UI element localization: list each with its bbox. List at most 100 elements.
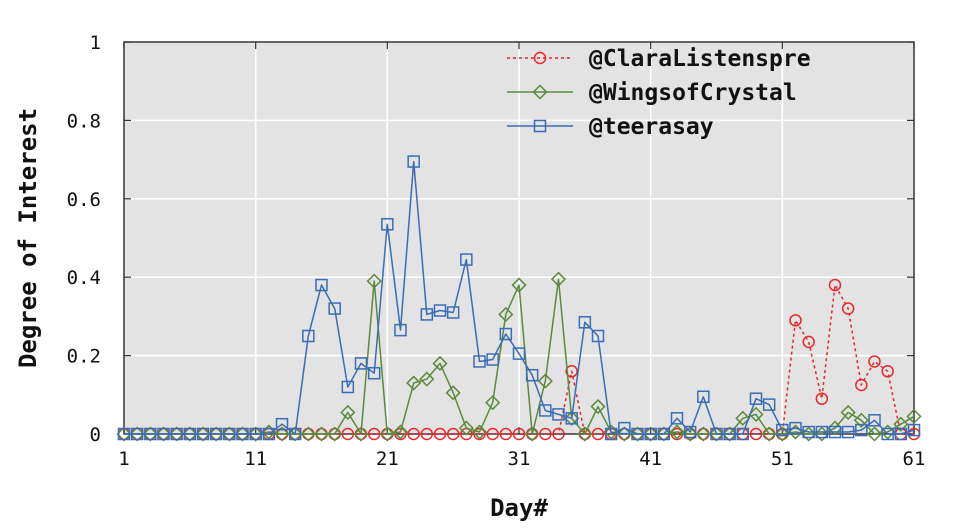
series-3-point <box>117 427 131 441</box>
series-3-point <box>486 353 499 366</box>
x-tick-label: 21 <box>376 448 399 470</box>
series-3-point <box>841 425 855 439</box>
y-axis-title: Degree of Interest <box>14 108 42 368</box>
series-3-point <box>236 427 249 441</box>
series-3-point <box>525 368 539 382</box>
series-1-point <box>749 427 763 441</box>
series-1-point <box>789 314 802 327</box>
series-2-point <box>300 426 316 442</box>
series-3-point <box>762 398 776 411</box>
x-tick-label: 11 <box>244 448 267 470</box>
series-1-point <box>433 427 447 441</box>
series-1-point <box>499 427 513 441</box>
series-2-point <box>735 410 751 426</box>
series-1-point <box>828 278 842 292</box>
series-3-point <box>552 408 565 421</box>
series-1-point <box>841 302 855 315</box>
series-1-point <box>881 365 894 378</box>
series-2-point <box>524 426 540 442</box>
series-2-point <box>274 426 290 442</box>
series-2-point <box>485 395 501 411</box>
y-tick-label: 0 <box>90 424 101 446</box>
series-2-point <box>287 426 303 442</box>
series-3-point <box>539 404 552 417</box>
series-2-point <box>195 426 211 442</box>
series-3-point <box>394 323 407 337</box>
series-1-point <box>341 427 355 441</box>
series-3-point <box>381 218 394 231</box>
series-2-point <box>327 426 343 442</box>
series-1-point <box>815 392 829 405</box>
series-3-point <box>460 253 473 266</box>
series-2-point <box>616 426 632 442</box>
series-3-point <box>275 417 289 431</box>
series-3-point <box>565 412 578 425</box>
series-3-point <box>446 306 460 319</box>
series-2-point <box>129 426 145 442</box>
series-2-point <box>353 426 369 442</box>
series-3-point <box>855 423 868 437</box>
series-1-point <box>446 427 460 441</box>
legend-marker-1 <box>533 51 547 65</box>
series-1-point <box>367 427 381 441</box>
series-1-point <box>802 335 815 349</box>
series-2-point <box>445 385 461 401</box>
series-1-point <box>407 427 420 441</box>
series-3-point <box>670 412 684 425</box>
series-2-point <box>221 426 237 442</box>
series-2-point <box>340 404 356 421</box>
series-3-point <box>249 427 262 441</box>
series-2-point <box>406 375 422 391</box>
series-2-point <box>550 271 567 287</box>
series-3-point <box>683 425 697 439</box>
series-3-point <box>223 427 236 441</box>
series-3-point <box>328 302 341 315</box>
series-3 <box>117 155 921 441</box>
series-1-point <box>565 365 578 378</box>
series-3-point <box>591 329 605 343</box>
x-axis-title: Day# <box>490 494 548 522</box>
series-2-point <box>564 410 580 426</box>
series-3-point <box>407 155 420 168</box>
series-2-point <box>761 426 777 442</box>
series-1-point <box>855 378 868 392</box>
series-2-point <box>537 373 553 389</box>
series-3-point <box>196 427 210 441</box>
y-tick-label: 0.4 <box>67 267 101 289</box>
legend: @ClaraListenspre @WingsofCrystal @teerasay <box>507 46 811 140</box>
series-1-point <box>512 427 526 441</box>
series-2-point <box>313 426 330 442</box>
series-2-point <box>656 426 672 442</box>
series-3-point <box>749 392 763 405</box>
series-1-point <box>486 427 499 441</box>
series-3-point <box>657 427 671 441</box>
series-3-point <box>618 421 631 435</box>
series-3-point <box>828 425 842 439</box>
series-3-line <box>124 160 915 435</box>
series-2-point <box>722 426 738 442</box>
series-1-point <box>552 427 565 441</box>
series-2-point <box>774 426 790 442</box>
series-2-point <box>471 424 488 440</box>
series-2-point <box>643 426 659 442</box>
series-3-point <box>367 366 381 380</box>
x-tick-label: 61 <box>903 448 926 470</box>
series-3-point <box>315 278 328 292</box>
y-tick-label: 0.8 <box>67 110 101 132</box>
series-3-point <box>209 427 223 441</box>
series-3-point <box>262 427 276 441</box>
series-3-point <box>512 347 526 360</box>
series-3-point <box>802 425 815 439</box>
series-2-point <box>906 408 922 424</box>
series-1-point <box>539 427 552 441</box>
series-2-point <box>116 426 132 442</box>
legend-marker-2 <box>532 84 548 100</box>
series-2-point <box>432 355 448 372</box>
legend-marker-3 <box>533 119 547 133</box>
series-3-point <box>302 329 315 343</box>
series-2-point <box>853 412 869 428</box>
series-group <box>116 155 922 442</box>
series-3-point <box>697 390 710 404</box>
